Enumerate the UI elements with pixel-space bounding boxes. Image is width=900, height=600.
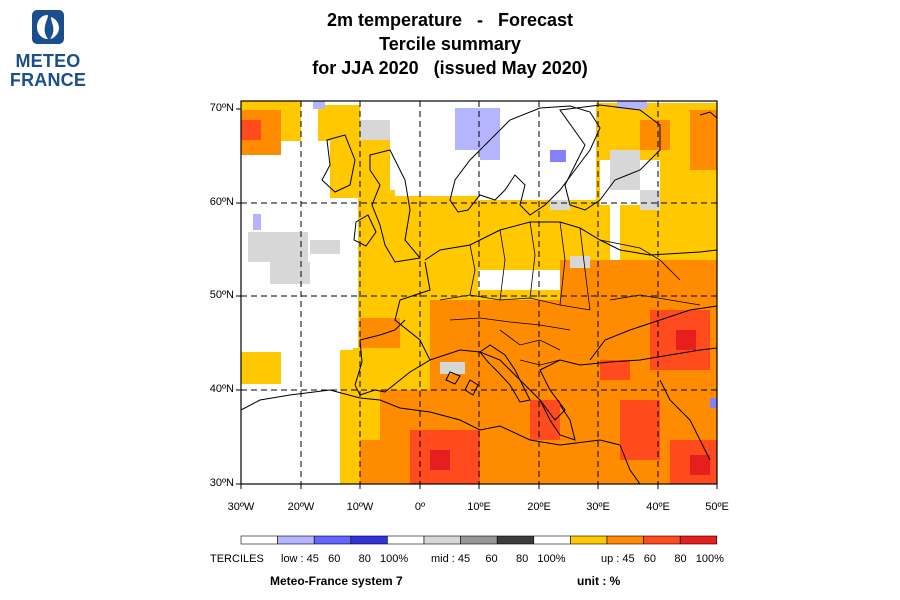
legend-color-box bbox=[606, 535, 644, 545]
meteo-france-logo: METEO FRANCE bbox=[8, 8, 88, 90]
legend-mid-label: mid : 45 60 80 100% bbox=[431, 553, 566, 565]
title-line2: Tercile summary bbox=[379, 34, 521, 54]
tercile-up100-areas bbox=[430, 330, 710, 475]
lat-tick-40n: 40ºN bbox=[209, 383, 234, 395]
logo-text: METEO FRANCE bbox=[8, 52, 88, 90]
country-borders bbox=[439, 221, 701, 366]
legend-low-label: low : 45 60 80 100% bbox=[281, 553, 409, 565]
legend-color-box bbox=[240, 535, 278, 545]
lat-tick-50n: 50ºN bbox=[209, 289, 234, 301]
model-system-label: Meteo-France system 7 bbox=[270, 574, 403, 588]
lon-tick-30w: 30ºW bbox=[227, 501, 255, 513]
title-line1: 2m temperature - Forecast bbox=[326, 10, 574, 30]
graticule bbox=[241, 101, 717, 484]
lat-tick-30n: 30ºN bbox=[209, 477, 234, 489]
legend-color-box bbox=[423, 535, 461, 545]
legend-color-box bbox=[313, 535, 352, 545]
logo-text-line2: FRANCE bbox=[9, 70, 87, 90]
coastlines bbox=[241, 104, 717, 484]
lon-tick-50e: 50ºE bbox=[705, 501, 729, 513]
meteo-france-emblem-icon bbox=[32, 10, 64, 44]
legend-up-label: up : 45 60 80 100% bbox=[601, 553, 724, 565]
legend-color-box bbox=[496, 535, 535, 545]
unit-label: unit : % bbox=[577, 574, 621, 588]
map-field bbox=[241, 101, 717, 484]
legend-color-box bbox=[643, 535, 681, 545]
tick-marks bbox=[236, 108, 718, 489]
lon-tick-20w: 20ºW bbox=[287, 501, 315, 513]
tercile-mid-areas bbox=[248, 120, 660, 374]
lon-tick-40e: 40ºE bbox=[646, 501, 670, 513]
title-line3: for JJA 2020 (issued May 2020) bbox=[312, 58, 588, 78]
legend-terciles-label: TERCILES bbox=[210, 553, 264, 565]
chart-title: 2m temperature - Forecast Tercile summar… bbox=[250, 8, 650, 80]
legend-color-box bbox=[387, 535, 425, 545]
lat-tick-70n: 70ºN bbox=[209, 102, 234, 114]
lon-tick-10w: 10ºW bbox=[346, 501, 374, 513]
lon-tick-30e: 30ºE bbox=[586, 501, 610, 513]
lon-tick-10e: 10ºE bbox=[467, 501, 491, 513]
lat-tick-60n: 60ºN bbox=[209, 196, 234, 208]
legend-color-box bbox=[533, 535, 571, 545]
legend-color-box bbox=[350, 535, 388, 545]
lon-tick-0: 0º bbox=[414, 501, 426, 513]
logo-text-line1: METEO bbox=[15, 51, 81, 71]
legend-color-box bbox=[277, 535, 315, 545]
legend-color-box bbox=[679, 535, 718, 545]
lon-tick-20e: 20ºE bbox=[527, 501, 551, 513]
legend-color-box bbox=[460, 535, 498, 545]
legend-color-box bbox=[570, 535, 608, 545]
